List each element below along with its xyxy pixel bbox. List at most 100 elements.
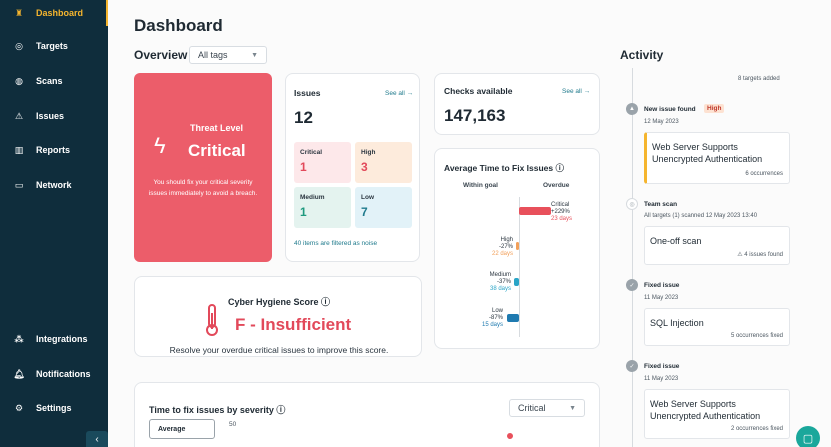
activity-card[interactable]: One-off scan ⚠ 4 issues found xyxy=(644,226,790,265)
hygiene-grade: F - Insufficient xyxy=(235,315,352,334)
data-point xyxy=(507,433,513,439)
pct-change: -27% xyxy=(498,244,513,250)
time-to-fix-title-text: Time to fix issues by severity xyxy=(149,405,274,415)
sidebar-item-targets[interactable]: ◎ Targets xyxy=(0,33,108,59)
hygiene-card: Cyber Hygiene Score ⓘ F - Insufficient R… xyxy=(134,276,422,357)
time-to-fix-card: Time to fix issues by severity ⓘ Critica… xyxy=(134,382,600,447)
critical-count-tile[interactable]: Critical 1 xyxy=(294,142,351,183)
severity-label: High xyxy=(361,149,376,156)
avg-time-title: Average Time to Fix Issues ⓘ xyxy=(444,162,564,174)
sidebar-item-issues[interactable]: ⚠ Issues xyxy=(0,103,108,129)
activity-title: Activity xyxy=(620,48,664,62)
sidebar-item-label: Targets xyxy=(36,41,68,51)
activity-card[interactable]: Web Server Supports Unencrypted Authenti… xyxy=(644,132,790,184)
severity-label: Medium xyxy=(489,272,511,278)
high-count-tile[interactable]: High 3 xyxy=(355,142,412,183)
activity-card[interactable]: Web Server Supports Unencrypted Authenti… xyxy=(644,389,790,439)
main-content: Dashboard Overview All tags ▼ ϟ Threat L… xyxy=(108,0,831,447)
noise-filter-link[interactable]: 40 items are filtered as noise xyxy=(294,240,378,247)
activity-timeline xyxy=(632,68,633,447)
threat-level-value: Critical xyxy=(188,141,246,160)
critical-avg-label: Critical +229% 23 days xyxy=(551,202,577,223)
sidebar-item-settings[interactable]: ⚙ Settings xyxy=(0,395,108,421)
low-within-bar[interactable] xyxy=(507,314,519,322)
severity-select[interactable]: Critical ▼ xyxy=(509,399,585,417)
activity-item-title: Team scan xyxy=(644,201,678,208)
integrations-icon: ⁂ xyxy=(14,333,24,344)
tag-filter-value: All tags xyxy=(198,50,228,60)
sidebar-item-reports[interactable]: ▥ Reports xyxy=(0,137,108,163)
activity-card-title: One-off scan xyxy=(650,236,702,246)
activity-card-meta: 6 occurrences xyxy=(745,171,783,177)
low-count-tile[interactable]: Low 7 xyxy=(355,187,412,228)
reports-icon: ▥ xyxy=(14,144,24,155)
collapse-sidebar-button[interactable]: ‹ xyxy=(86,431,108,447)
chat-button[interactable]: ▢ xyxy=(796,426,820,447)
check-icon: ✓ xyxy=(626,279,638,291)
activity-card-title: Web Server Supports Unencrypted Authenti… xyxy=(652,142,763,164)
time-to-fix-title: Time to fix issues by severity ⓘ xyxy=(149,403,285,416)
activity-card[interactable]: SQL Injection 5 occurrences fixed xyxy=(644,308,790,346)
severity-count: 1 xyxy=(300,205,307,219)
severity-label: Critical xyxy=(300,149,323,156)
low-avg-label: Low -87% 15 days xyxy=(465,308,503,329)
gear-icon: ⚙ xyxy=(14,402,24,413)
avg-time-title-text: Average Time to Fix Issues xyxy=(444,163,554,173)
activity-item-title: Fixed issue xyxy=(644,363,680,370)
checks-card: Checks available See all → 147,163 xyxy=(434,73,600,135)
chevron-left-icon: ‹ xyxy=(95,433,99,445)
bell-icon: 🔔︎ xyxy=(13,368,25,379)
targets-icon: ◎ xyxy=(15,40,23,51)
issues-total: 12 xyxy=(294,108,313,127)
avg-days: 38 days xyxy=(489,286,511,292)
overdue-label: Overdue xyxy=(543,182,570,189)
medium-count-tile[interactable]: Medium 1 xyxy=(294,187,351,228)
sidebar-item-label: Dashboard xyxy=(36,8,84,18)
sidebar: ♜ Dashboard ◎ Targets ◍ Scans ⚠ Issues ▥… xyxy=(0,0,108,447)
activity-item-date: 11 May 2023 xyxy=(644,376,679,382)
info-icon: ⓘ xyxy=(321,297,331,307)
checks-title: Checks available xyxy=(444,86,513,96)
severity-label: Low xyxy=(491,308,503,314)
activity-item-date: 12 May 2023 xyxy=(644,119,679,125)
avg-days: 22 days xyxy=(491,251,513,257)
activity-card-meta: ⚠ 4 issues found xyxy=(737,251,783,258)
sidebar-item-network[interactable]: ▭ Network xyxy=(0,172,108,198)
warning-icon: ⚠ xyxy=(14,110,24,121)
hygiene-title-text: Cyber Hygiene Score xyxy=(227,297,319,307)
sidebar-item-label: Issues xyxy=(36,111,65,121)
sidebar-item-label: Notifications xyxy=(36,369,91,379)
sidebar-item-dashboard[interactable]: ♜ Dashboard xyxy=(0,0,108,26)
medium-within-bar[interactable] xyxy=(514,278,519,286)
scans-icon: ◍ xyxy=(15,75,23,86)
critical-overdue-bar[interactable] xyxy=(519,207,551,215)
overview-title: Overview xyxy=(134,48,188,62)
sidebar-item-label: Integrations xyxy=(36,334,88,344)
high-within-bar[interactable] xyxy=(516,242,519,250)
severity-count: 1 xyxy=(300,160,307,174)
activity-item-date: All targets (1) scanned 12 May 2023 13:4… xyxy=(644,213,758,219)
activity-item-date: 11 May 2023 xyxy=(644,295,679,301)
warning-icon: ⚠ xyxy=(737,252,745,258)
severity-count: 7 xyxy=(361,205,368,219)
sidebar-item-label: Settings xyxy=(36,403,72,413)
checks-see-all-link[interactable]: See all → xyxy=(562,88,591,95)
issues-see-all-link[interactable]: See all → xyxy=(385,90,414,97)
scan-icon: ◎ xyxy=(626,198,638,210)
hygiene-title: Cyber Hygiene Score ⓘ xyxy=(135,295,423,308)
activity-card-meta-text: 4 issues found xyxy=(744,252,783,258)
sidebar-item-notifications[interactable]: 🔔︎ Notifications xyxy=(0,361,108,387)
severity-badge: High xyxy=(704,104,725,113)
activity-card-title: SQL Injection xyxy=(650,318,704,328)
tag-filter-select[interactable]: All tags ▼ xyxy=(189,46,267,64)
activity-meta: 8 targets added xyxy=(738,76,780,82)
severity-select-value: Critical xyxy=(518,403,546,413)
avg-time-card: Average Time to Fix Issues ⓘ Within goal… xyxy=(434,148,600,349)
sidebar-item-label: Network xyxy=(36,180,72,190)
sidebar-item-scans[interactable]: ◍ Scans xyxy=(0,68,108,94)
avg-time-axis xyxy=(519,197,520,337)
chevron-down-icon: ▼ xyxy=(251,51,258,59)
legend-label: Average xyxy=(158,426,186,433)
check-icon: ✓ xyxy=(626,360,638,372)
sidebar-item-integrations[interactable]: ⁂ Integrations xyxy=(0,326,108,352)
